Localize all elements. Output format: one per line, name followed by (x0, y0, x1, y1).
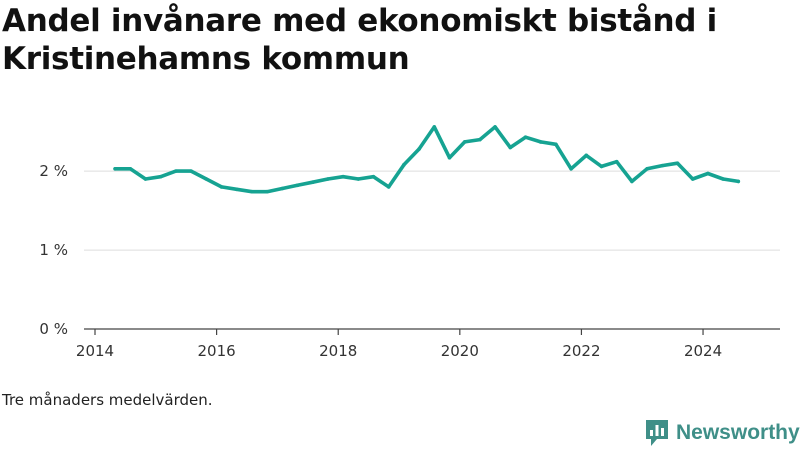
x-tick-label: 2016 (198, 342, 236, 360)
data-point (614, 159, 619, 164)
data-point (493, 125, 497, 129)
series-layer (113, 125, 741, 194)
data-point (675, 161, 680, 166)
data-point (128, 166, 133, 171)
data-point (326, 177, 330, 181)
data-point (204, 177, 209, 181)
data-point (645, 166, 649, 171)
data-point (706, 171, 710, 176)
data-point (356, 177, 361, 181)
data-point (462, 140, 467, 144)
data-point (371, 174, 376, 179)
data-point (234, 187, 239, 192)
brand-name: Newsworthy (676, 421, 800, 444)
data-point (538, 140, 543, 144)
y-tick-label: 2 % (39, 162, 68, 180)
data-point (721, 177, 725, 181)
data-point (569, 166, 573, 171)
data-point (295, 183, 300, 188)
data-point (113, 166, 117, 171)
chart-title: Andel invånare med ekonomiskt bistånd i … (2, 3, 717, 77)
data-point (447, 155, 452, 160)
data-point (508, 145, 513, 150)
y-axis: 0 % 1 % 2 % (39, 162, 68, 338)
newsworthy-icon (646, 420, 668, 446)
newsworthy-logo[interactable]: Newsworthy (644, 418, 800, 448)
footnote: Tre månaders medelvärden. (2, 391, 213, 409)
x-axis: 2014 2016 2018 2020 2022 2024 (76, 328, 780, 360)
data-point (158, 174, 163, 179)
y-tick-label: 0 % (39, 320, 68, 338)
data-point (341, 174, 345, 179)
data-point (660, 163, 665, 168)
data-point (386, 185, 391, 189)
data-point (174, 169, 178, 173)
data-point (584, 153, 589, 158)
data-point (554, 142, 558, 147)
x-tick-label: 2024 (684, 342, 722, 360)
data-point (189, 169, 193, 173)
data-point (690, 177, 695, 181)
data-point (402, 163, 406, 167)
data-point (143, 177, 148, 181)
series-line (113, 125, 741, 194)
data-point (265, 189, 269, 194)
x-tick-label: 2022 (562, 342, 600, 360)
data-point (599, 164, 604, 169)
data-point (280, 186, 285, 191)
data-point (523, 135, 528, 140)
gridlines (84, 170, 780, 251)
data-point (219, 185, 224, 189)
data-point (417, 147, 421, 151)
x-tick-label: 2014 (76, 342, 114, 360)
data-point (630, 179, 634, 184)
data-point (250, 189, 254, 194)
x-tick-label: 2020 (441, 342, 479, 360)
data-point (478, 137, 482, 142)
x-tick-label: 2018 (319, 342, 357, 360)
data-point (432, 125, 437, 129)
data-point (736, 179, 741, 184)
data-point (310, 180, 315, 184)
y-tick-label: 1 % (39, 241, 68, 259)
